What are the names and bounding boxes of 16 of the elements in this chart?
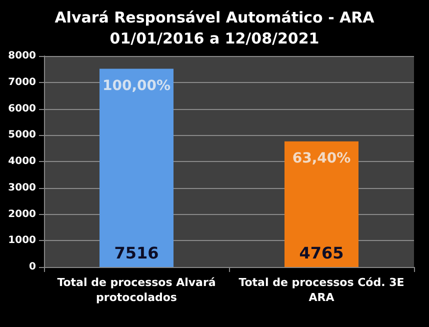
- y-tick-label: 5000: [8, 130, 36, 141]
- data-label: 4765: [299, 244, 344, 262]
- y-tick-label: 2000: [8, 208, 36, 220]
- annotation: 100,00%: [102, 78, 171, 94]
- y-tick-label: 4000: [8, 156, 36, 167]
- data-label: 7516: [114, 244, 159, 262]
- y-tick-label: 0: [29, 262, 36, 272]
- y-tick-label: 3000: [8, 182, 36, 194]
- annotation: 63,40%: [292, 150, 351, 166]
- y-tick-label: 1000: [8, 235, 36, 246]
- y-tick-label: 8000: [8, 50, 36, 62]
- y-tick-label: 6000: [8, 103, 36, 114]
- chart-title: Alvará Responsável Automático - ARA 01/01/2016 a 12/08/2021: [54, 8, 375, 48]
- x-tick-label: Total de processos Cód. 3E ARA: [238, 276, 404, 304]
- x-tick-label: Total de processos Alvará protocolados: [57, 276, 216, 304]
- y-tick-label: 7000: [8, 76, 36, 88]
